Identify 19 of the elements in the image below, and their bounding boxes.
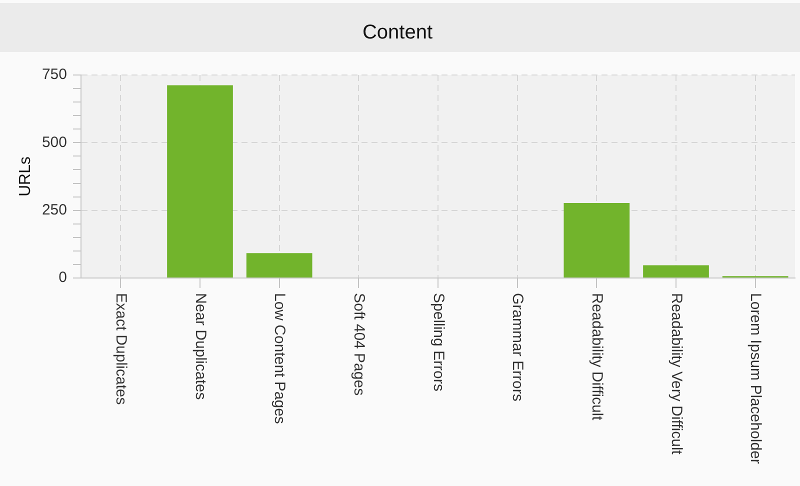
x-tick-label: Low Content Pages <box>271 293 288 424</box>
y-tick-label: 0 <box>58 269 67 286</box>
y-tick-label: 750 <box>42 66 67 84</box>
bar <box>246 253 312 278</box>
x-tick-label: Exact Duplicates <box>112 293 130 405</box>
x-tick-label: Grammar Errors <box>509 293 526 402</box>
bar <box>564 203 630 278</box>
y-axis-title: URLs <box>17 156 34 197</box>
x-tick-label: Lorem Ipsum Placeholder <box>747 293 764 464</box>
y-tick-label: 500 <box>42 134 67 151</box>
x-tick-label: Near Duplicates <box>192 293 209 400</box>
bar <box>167 85 233 278</box>
chart-title: Content <box>362 22 433 44</box>
x-tick-label: Soft 404 Pages <box>350 293 368 396</box>
y-tick-label: 250 <box>42 201 67 218</box>
x-tick-label: Readability Difficult <box>588 293 606 422</box>
x-tick-label: Readability Very Difficult <box>668 293 685 456</box>
x-tick-label: Spelling Errors <box>430 293 447 392</box>
bar <box>643 265 709 278</box>
